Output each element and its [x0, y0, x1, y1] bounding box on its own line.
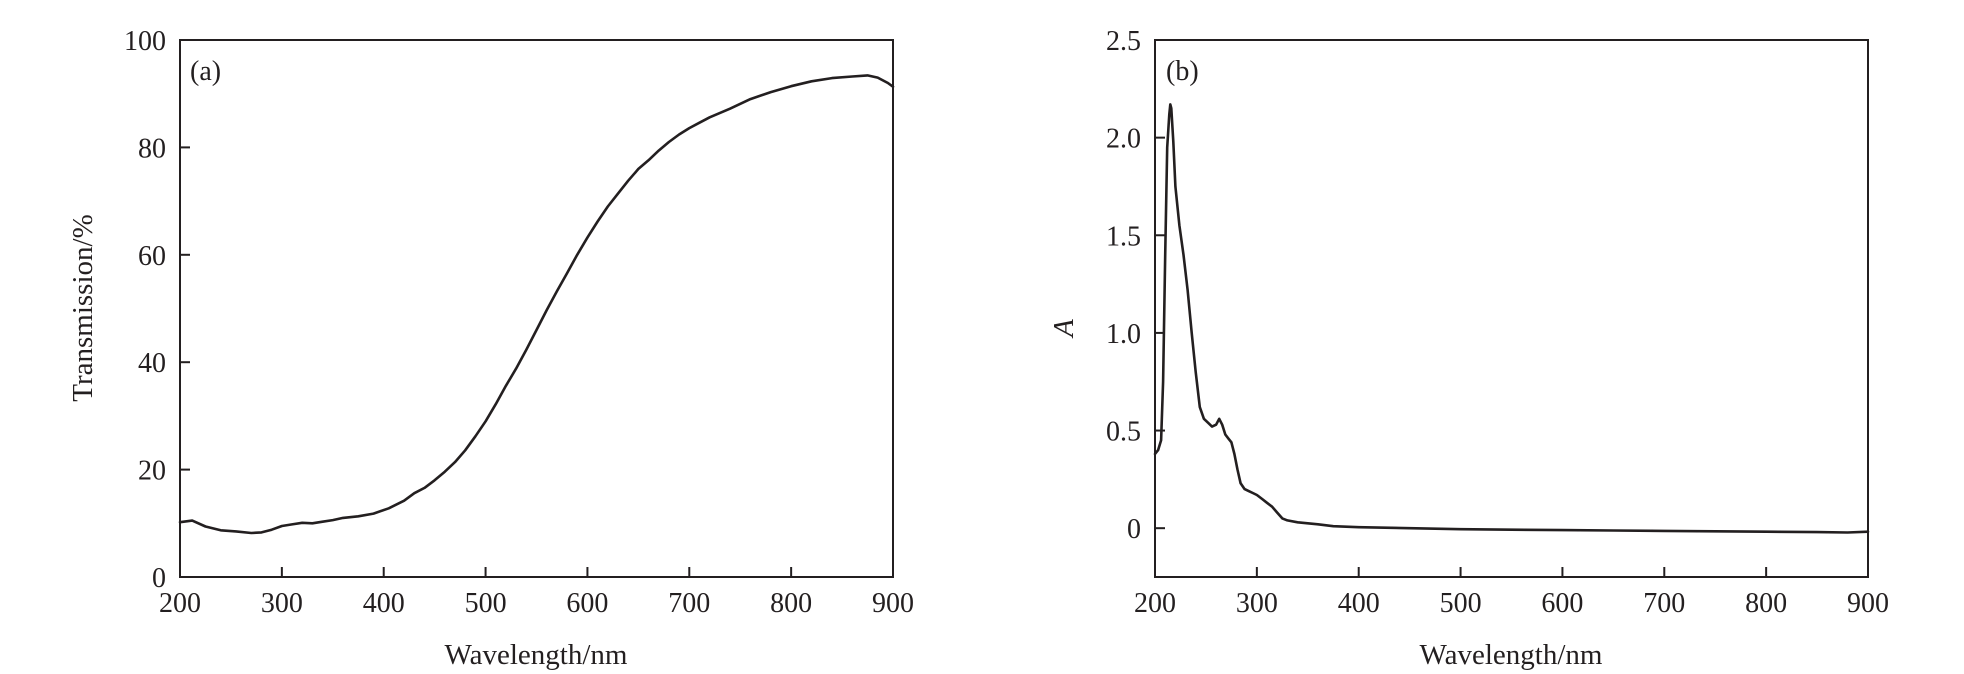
x-tick-label-b: 300: [1236, 588, 1278, 619]
x-tick-label-b: 400: [1338, 588, 1380, 619]
x-tick-label-a: 900: [872, 588, 914, 619]
ticks-b: 200 300 400 500 600 700 800 900 0 0.5 1.0 1.5 2.0 2.5: [1106, 26, 1889, 619]
panel-label-a: (a): [190, 56, 221, 87]
y-tick-label-a: 80: [138, 133, 166, 164]
chart-panel-a: 200 300 400 500 600 700 800 900 0 20 40 60 80 100 (a)…: [67, 26, 914, 671]
x-tick-label-a: 400: [363, 588, 405, 619]
chart-panel-b: 200 300 400 500 600 700 800 900 0 0.5 1.0 1.5 2.0 2.5…: [1048, 26, 1889, 671]
transmission-curve: [178, 74, 895, 535]
x-axis-title-b: Wavelength/nm: [1420, 639, 1603, 671]
x-tick-label-b: 500: [1440, 588, 1482, 619]
x-tick-label-a: 300: [261, 588, 303, 619]
y-tick-label-a: 20: [138, 456, 166, 487]
x-tick-label-a: 500: [465, 588, 507, 619]
x-tick-label-a: 600: [566, 588, 608, 619]
y-tick-label-a: 40: [138, 348, 166, 379]
x-tick-label-b: 200: [1134, 588, 1176, 619]
plot-frame-a: [179, 39, 894, 578]
x-tick-label-b: 900: [1847, 588, 1889, 619]
panel-label-b: (b): [1166, 56, 1199, 87]
x-tick-label-a: 800: [770, 588, 812, 619]
x-tick-label-b: 600: [1541, 588, 1583, 619]
x-tick-label-a: 700: [668, 588, 710, 619]
y-tick-label-b: 2.5: [1106, 26, 1141, 57]
x-tick-label-b: 700: [1643, 588, 1685, 619]
y-tick-label-b: 0: [1127, 514, 1141, 545]
x-axis-title-a: Wavelength/nm: [445, 639, 628, 671]
y-tick-label-b: 1.5: [1106, 221, 1141, 252]
y-tick-label-b: 2.0: [1106, 124, 1141, 155]
y-tick-label-a: 100: [124, 26, 166, 57]
x-tick-label-a: 200: [159, 588, 201, 619]
y-tick-label-a: 60: [138, 241, 166, 272]
y-tick-label-b: 1.0: [1106, 319, 1141, 350]
y-tick-label-a: 0: [152, 563, 166, 594]
y-axis-title-b: A: [1048, 319, 1080, 339]
plot-frame-b: [1154, 39, 1869, 578]
y-tick-label-b: 0.5: [1106, 417, 1141, 448]
y-axis-title-a: Transmission/%: [67, 214, 99, 401]
x-tick-label-b: 800: [1745, 588, 1787, 619]
ticks-a: 200 300 400 500 600 700 800 900 0 20 40 60 80 100: [124, 26, 914, 619]
absorbance-curve: [1153, 103, 1870, 534]
